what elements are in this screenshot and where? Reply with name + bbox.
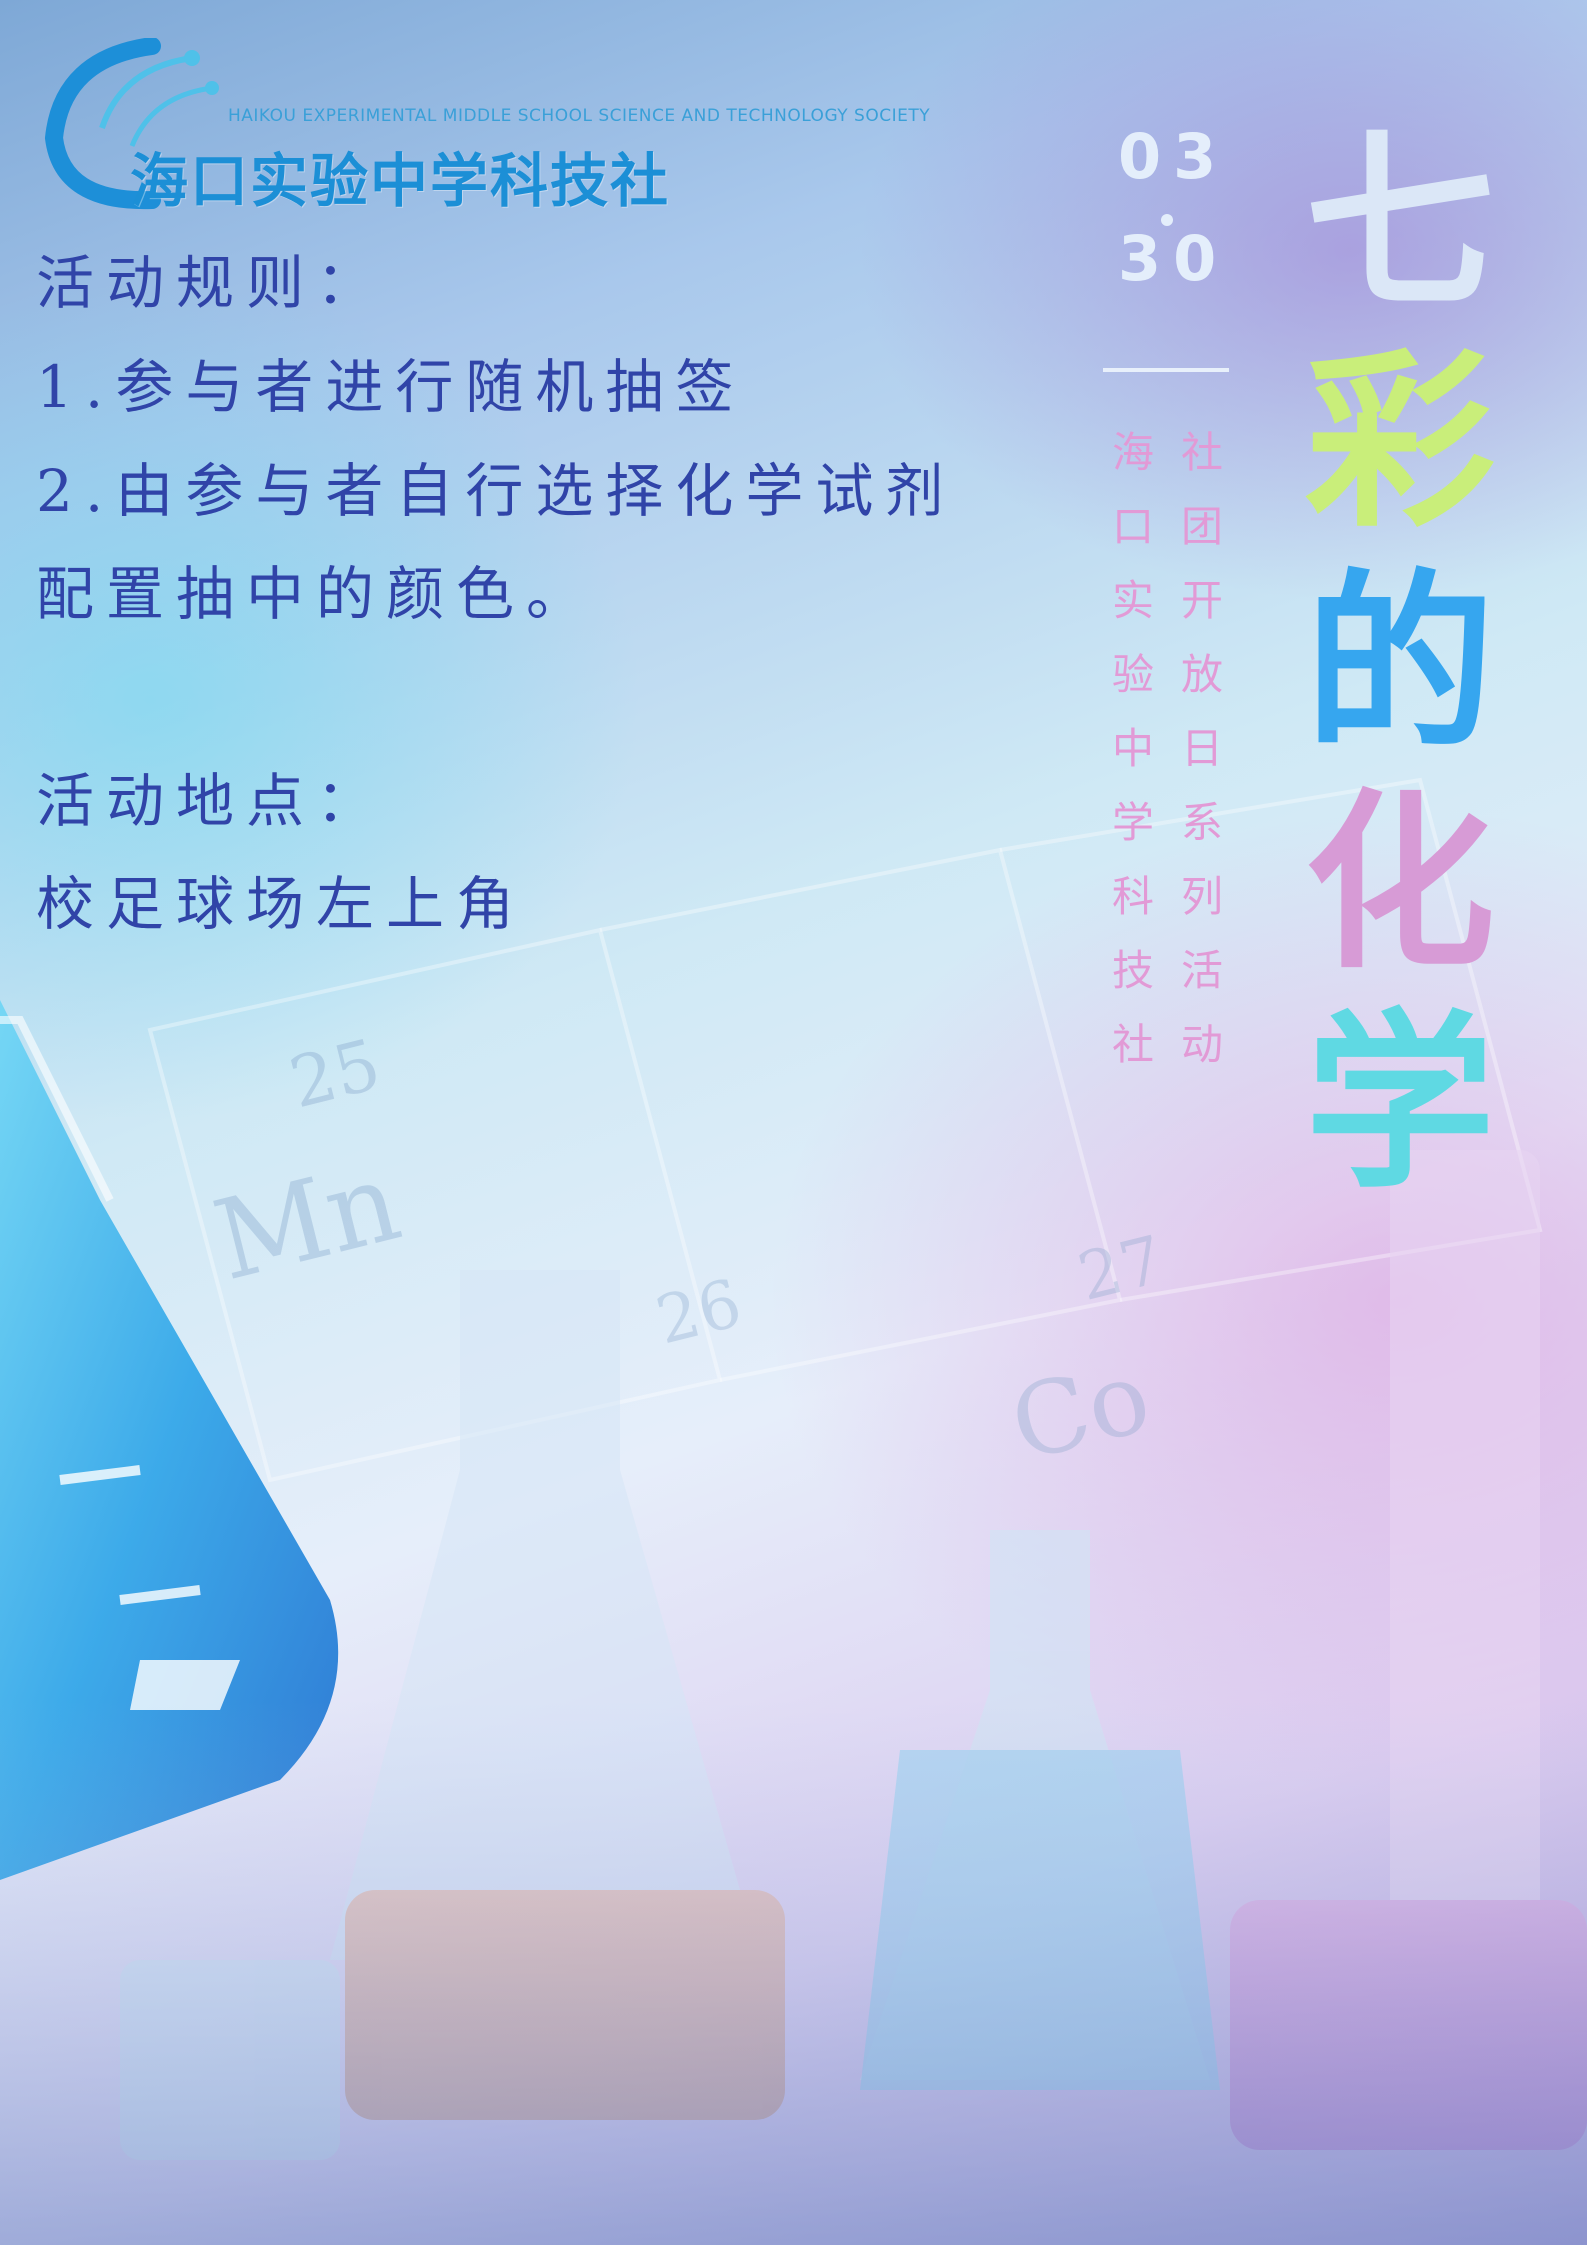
subtitle-char: 验 — [1111, 650, 1154, 699]
society-logo: HAIKOU EXPERIMENTAL MIDDLE SCHOOL SCIENC… — [42, 38, 1002, 215]
rule-line-2-continued: 配置抽中的颜色。 — [36, 560, 597, 628]
subtitle-char: 活 — [1180, 946, 1223, 995]
subtitle-char: 科 — [1111, 872, 1154, 921]
subtitle-char: 列 — [1180, 872, 1223, 921]
rules-heading: 活动规则： — [36, 249, 387, 317]
subtitle-char: 社 — [1180, 428, 1223, 477]
subtitle-char: 技 — [1111, 946, 1154, 995]
date-divider — [1103, 368, 1229, 372]
subtitle-char: 实 — [1111, 576, 1154, 625]
title-char-5: 学 — [1304, 991, 1495, 1214]
subtitle-char: 口 — [1111, 502, 1154, 551]
date-separator-dot — [1161, 214, 1173, 226]
svg-text:25: 25 — [282, 1023, 388, 1124]
rule-line-2: 2.由参与者自行选择化学试剂 — [36, 457, 956, 525]
subtitle-char: 动 — [1180, 1020, 1223, 1069]
date-day: 30 — [1118, 222, 1229, 295]
title-char-1: 七 — [1304, 111, 1495, 334]
logo-chinese-name: 海口实验中学科技社 — [130, 147, 671, 215]
svg-text:Co: Co — [1000, 1337, 1161, 1484]
subtitle-char: 社 — [1111, 1020, 1154, 1069]
subtitle-char: 海 — [1111, 428, 1154, 477]
rule-line-1: 1.参与者进行随机抽签 — [36, 353, 746, 421]
subtitle-column-right: 社 团 开 放 日 系 列 活 动 — [1177, 432, 1227, 1098]
svg-text:26: 26 — [649, 1264, 749, 1359]
subtitle-char: 中 — [1111, 724, 1154, 773]
logo-english-name: HAIKOU EXPERIMENTAL MIDDLE SCHOOL SCIENC… — [228, 106, 931, 126]
location-text: 校足球场左上角 — [36, 870, 527, 938]
subtitle-char: 团 — [1180, 502, 1223, 551]
title-char-3: 的 — [1304, 551, 1495, 774]
svg-text:Mn: Mn — [203, 1137, 412, 1306]
title-char-2: 彩 — [1304, 330, 1495, 553]
subtitle-char: 放 — [1180, 650, 1223, 699]
subtitle-char: 日 — [1180, 724, 1223, 773]
subtitle-char: 开 — [1180, 576, 1223, 625]
subtitle-column-left: 海 口 实 验 中 学 科 技 社 — [1108, 432, 1158, 1098]
location-heading: 活动地点： — [36, 767, 387, 835]
blue-flask — [0, 1000, 339, 1880]
subtitle-char: 系 — [1180, 798, 1223, 847]
element-symbol-co: Co 27 26 — [649, 1221, 1171, 1484]
date-month: 03 — [1118, 120, 1229, 193]
svg-text:27: 27 — [1071, 1221, 1171, 1316]
subtitle-char: 学 — [1111, 798, 1154, 847]
title-char-4: 化 — [1304, 771, 1495, 994]
periodic-table-grid — [147, 777, 1543, 1483]
logo-swoosh-icon — [44, 38, 219, 210]
